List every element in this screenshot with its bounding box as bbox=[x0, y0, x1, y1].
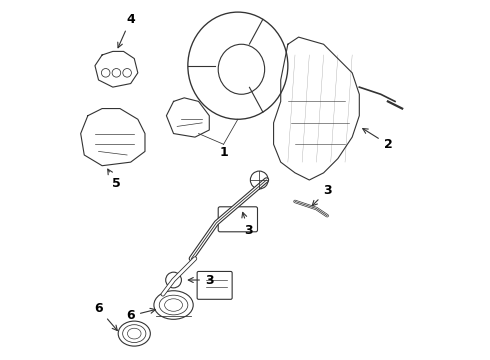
Text: 3: 3 bbox=[188, 274, 214, 287]
Text: 1: 1 bbox=[219, 146, 228, 159]
Text: 2: 2 bbox=[363, 129, 392, 151]
Text: 6: 6 bbox=[126, 309, 155, 322]
Text: 3: 3 bbox=[242, 212, 253, 237]
Text: 3: 3 bbox=[312, 184, 331, 206]
Text: 6: 6 bbox=[94, 302, 117, 330]
Text: 4: 4 bbox=[118, 13, 135, 48]
Text: 5: 5 bbox=[108, 169, 121, 190]
